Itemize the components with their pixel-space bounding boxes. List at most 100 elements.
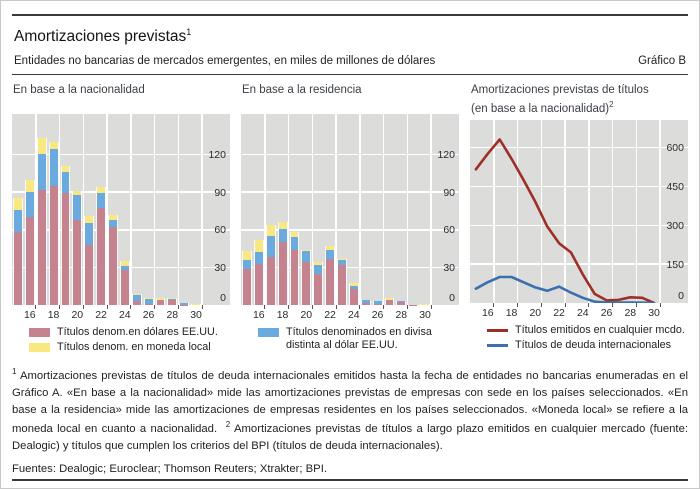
- bar-segment: [49, 149, 58, 186]
- bar-segment: [385, 299, 394, 301]
- x-tick-mark: [311, 305, 313, 310]
- footnote-text-2: Amortizaciones previstas de títulos a la…: [12, 423, 688, 453]
- x-tick-mark: [288, 305, 289, 310]
- bar-segment: [254, 252, 263, 264]
- bar-stack: [372, 300, 383, 306]
- usd-dollar-swatch-icon: [29, 327, 50, 337]
- panel-title-lineas: Amortizaciones previstas de títulos (en …: [471, 84, 688, 114]
- bottom-rule: [12, 479, 688, 481]
- bar-segment: [156, 300, 165, 306]
- gridline-horizontal: [12, 153, 230, 156]
- bar-segment: [37, 189, 46, 306]
- bar-segment: [168, 297, 177, 299]
- bar-segment: [290, 249, 299, 306]
- bar-segment: [109, 214, 117, 220]
- x-tick-label: 20: [300, 309, 313, 322]
- x-tick-mark: [130, 305, 132, 310]
- x-tick-label: 20: [529, 307, 542, 320]
- bar-segment: [25, 179, 34, 193]
- bar-stack: [36, 138, 47, 306]
- gridline-vertical: [130, 114, 132, 306]
- bar-segment: [266, 236, 275, 258]
- bar-segment: [144, 298, 153, 304]
- x-tick-mark: [540, 303, 542, 308]
- gridline-vertical: [58, 114, 61, 306]
- bar-segment: [373, 301, 382, 304]
- y-tick-label: 60: [214, 224, 226, 237]
- bar-segment: [168, 300, 177, 306]
- panel-lineas: Amortizaciones previstas de títulos (en …: [470, 84, 688, 356]
- bar-stack: [277, 222, 288, 306]
- bar-segment: [326, 249, 334, 259]
- gridline-vertical: [493, 120, 495, 304]
- bar-segment: [14, 232, 22, 306]
- y-tick-label: 60: [443, 224, 455, 237]
- x-tick-mark: [493, 303, 495, 308]
- gridline-vertical: [35, 114, 37, 306]
- bar-segment: [73, 219, 82, 306]
- x-tick-mark: [635, 303, 637, 308]
- x-tick-mark: [383, 305, 384, 310]
- y-tick-label: 90: [443, 186, 455, 199]
- bar-stack: [60, 165, 71, 306]
- x-tick-label: 16: [23, 309, 36, 322]
- x-tick-mark: [264, 305, 266, 310]
- panels-row: En base a la nacionalidad 0 30 60 90 120 16 1…: [12, 84, 688, 356]
- bar-segment: [120, 261, 129, 267]
- x-tick-label: 30: [419, 309, 431, 322]
- y-tick-label: 0: [678, 290, 684, 303]
- gridline-vertical: [264, 114, 266, 306]
- bar-segment: [314, 273, 323, 306]
- x-tick-mark: [517, 303, 518, 308]
- bar-segment: [109, 219, 117, 228]
- legend-label-other-currency: Títulos denominados en divisa distinta a…: [286, 326, 432, 352]
- bar-segment: [373, 300, 382, 302]
- plot-lineas: 0 150 300 450 600: [470, 120, 688, 304]
- bar-stack: [289, 232, 300, 306]
- y-tick-label: 300: [666, 219, 684, 232]
- gridline-vertical: [311, 114, 313, 306]
- bar-segment: [338, 259, 346, 265]
- legend-lineas: Títulos emitidos en cualquier mcdo. Títu…: [487, 324, 688, 351]
- x-axis-lineas: 16 18 20 22 24 26 28 30: [470, 303, 688, 320]
- gridline-vertical: [430, 114, 432, 306]
- bar-segment: [120, 269, 129, 306]
- y-tick-label: 0: [449, 292, 455, 305]
- x-axis-nacionalidad: 16 18 20 22 24 26 28 30: [12, 305, 230, 322]
- x-tick-label: 20: [71, 309, 84, 322]
- x-tick-label: 22: [95, 309, 107, 322]
- legend-item-any-market: Títulos emitidos en cualquier mcdo.: [487, 324, 688, 336]
- bar-segment: [361, 300, 370, 303]
- bar-stack: [167, 297, 178, 306]
- bar-stack: [179, 303, 190, 306]
- x-tick-mark: [406, 305, 408, 310]
- bar-segment: [192, 303, 200, 306]
- bar-segment: [132, 293, 141, 296]
- bar-segment: [266, 224, 275, 237]
- x-tick-label: 22: [553, 307, 565, 320]
- bar-segment: [278, 222, 287, 229]
- x-tick-label: 26: [600, 307, 613, 320]
- bar-segment: [421, 303, 429, 306]
- legend-label-any-market: Títulos emitidos en cualquier mcdo.: [515, 324, 685, 337]
- bar-stack: [131, 293, 142, 306]
- bar-stack: [265, 224, 276, 306]
- x-axis-residencia: 16 18 20 22 24 26 28 30: [241, 305, 459, 322]
- bar-segment: [349, 288, 358, 306]
- figure-title: Amortizaciones previstas1: [14, 27, 688, 46]
- footnotes: 1 Amortizaciones previstas de títulos de…: [12, 366, 688, 455]
- bar-segment: [37, 154, 46, 190]
- footnote-text-1: Amortizaciones previstas de títulos de d…: [12, 369, 689, 436]
- legend-nacionalidad: Títulos denom.en dólares EE.UU. Títulos …: [29, 326, 230, 353]
- gridline-vertical: [177, 114, 179, 306]
- bar-segment: [314, 262, 323, 265]
- bar-segment: [326, 246, 334, 250]
- x-tick-label: 24: [347, 309, 360, 322]
- local-currency-swatch-icon: [29, 342, 50, 352]
- bar-segment: [302, 249, 311, 252]
- x-tick-label: 26: [142, 309, 155, 322]
- bar-stack: [242, 251, 252, 306]
- plot-residencia: 0 30 60 90 120: [241, 114, 459, 306]
- international-debt-line-swatch-icon: [487, 343, 508, 347]
- bar-segment: [73, 194, 82, 220]
